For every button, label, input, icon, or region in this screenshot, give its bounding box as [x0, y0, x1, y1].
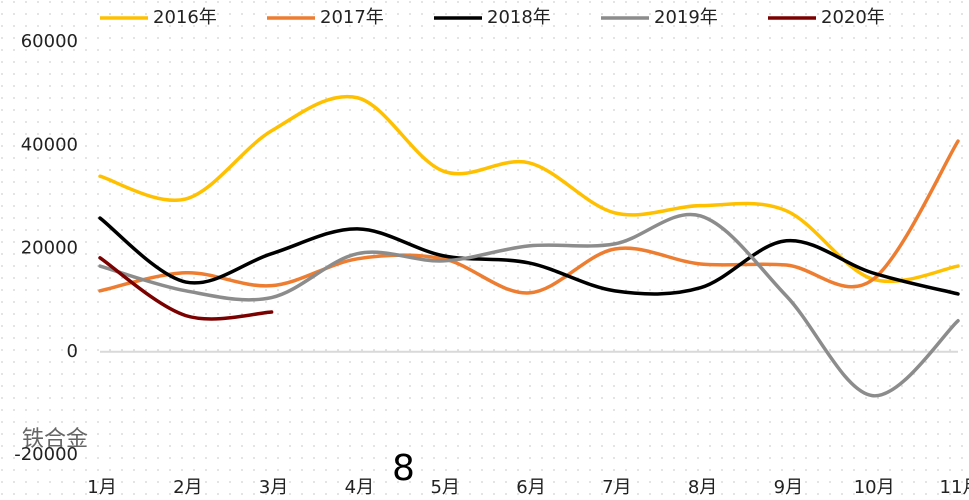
y-tick-label: 20000	[21, 238, 78, 259]
series-line	[98, 94, 960, 284]
x-tick-label: 6月	[516, 477, 545, 498]
x-tick-label: 10月	[854, 477, 895, 498]
x-tick-label: 7月	[602, 477, 631, 498]
x-tick-label: 11月	[940, 477, 969, 498]
legend-label: 2020年	[821, 7, 885, 28]
series-line	[98, 256, 274, 321]
x-tick-label: 3月	[259, 477, 288, 498]
x-tick-label: 4月	[345, 477, 374, 498]
x-tick-label: 2月	[173, 477, 202, 498]
legend-label: 2018年	[487, 7, 551, 28]
legend-label: 2016年	[153, 7, 217, 28]
y-tick-label: 0	[67, 341, 78, 362]
series-line	[98, 212, 960, 398]
legend-label: 2017年	[320, 7, 384, 28]
y-tick-label: 40000	[21, 134, 78, 155]
y-tick-label: -20000	[14, 444, 78, 465]
series-line	[98, 216, 960, 296]
page-number: 8	[392, 448, 415, 489]
x-tick-label: 9月	[774, 477, 803, 498]
series-line	[98, 139, 960, 295]
x-tick-label: 8月	[688, 477, 717, 498]
legend-label: 2019年	[654, 7, 718, 28]
x-tick-label: 5月	[430, 477, 459, 498]
y-tick-label: 60000	[21, 31, 78, 52]
annotation: 铁合金	[22, 427, 88, 452]
x-tick-label: 1月	[87, 477, 116, 498]
